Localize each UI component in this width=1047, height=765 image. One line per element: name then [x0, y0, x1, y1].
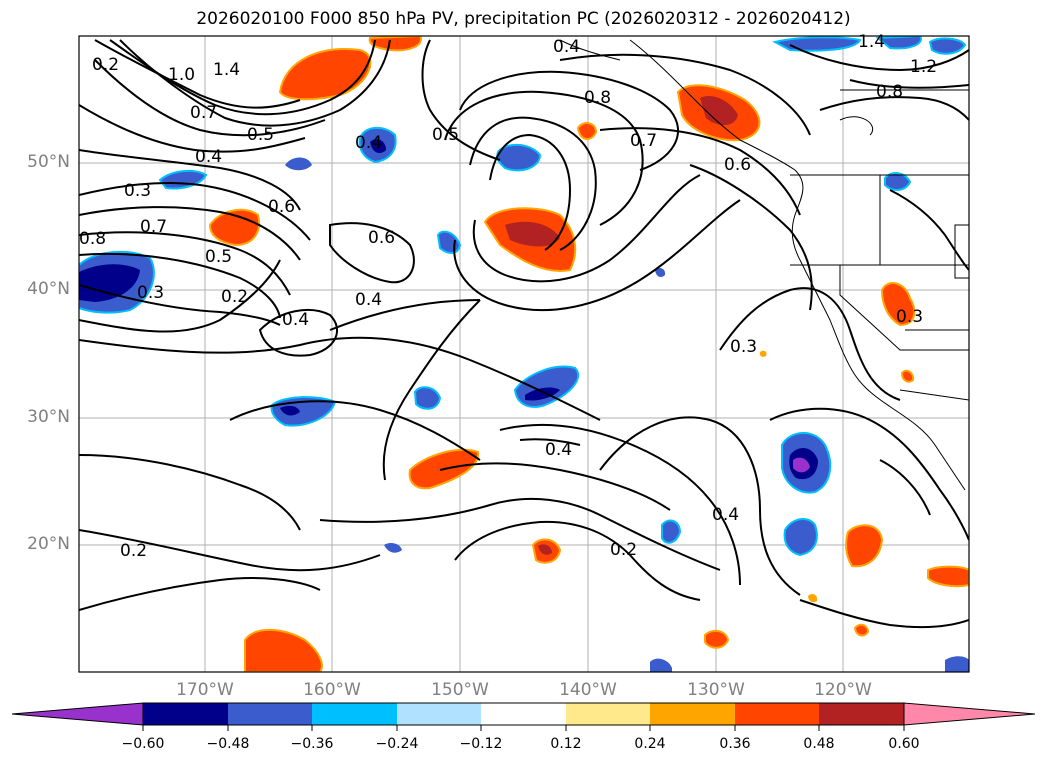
colorbar-tick-label: −0.60: [121, 736, 165, 752]
colorbar-bin: [735, 703, 819, 725]
contour-label: 0.4: [355, 133, 382, 153]
contour-label: 0.2: [120, 541, 147, 561]
contour-label: 0.4: [282, 310, 309, 330]
contour-label: 0.4: [355, 290, 382, 310]
colorbar-extend-max: [903, 702, 1036, 726]
colorbar-tick-label: 0.60: [888, 736, 920, 752]
map-background: [79, 36, 969, 672]
colorbar-bin: [143, 703, 228, 725]
colorbar-tick-label: 0.24: [634, 736, 666, 752]
contour-label: 0.4: [545, 440, 572, 460]
colorbar-extend-min: [11, 702, 144, 726]
contour-label: 0.6: [268, 197, 295, 217]
coastline: [559, 39, 969, 491]
colorbar-bin: [228, 703, 312, 725]
lon-label: 140°W: [559, 680, 617, 700]
contour-label: 0.4: [553, 37, 580, 57]
contour-label: 1.4: [213, 60, 240, 80]
lon-label: 170°W: [176, 680, 234, 700]
contour-label: 0.7: [140, 217, 167, 237]
contour-label: 0.6: [724, 155, 751, 175]
lon-label: 150°W: [431, 680, 489, 700]
contour-label: 1.2: [910, 57, 937, 77]
pv-contours: [79, 39, 969, 629]
contour-label: 0.7: [630, 131, 657, 151]
contour-label: 0.6: [368, 228, 395, 248]
lon-label: 120°W: [814, 680, 872, 700]
contour-label: 0.3: [137, 283, 164, 303]
colorbar-bin: [566, 703, 650, 725]
colorbar-tick-label: −0.12: [459, 736, 503, 752]
contour-label: 0.4: [195, 147, 222, 167]
colorbar-bin: [819, 703, 904, 725]
contour-label: 0.8: [584, 88, 611, 108]
lat-label: 20°N: [27, 534, 70, 554]
contour-label: 0.3: [124, 181, 151, 201]
colorbar-bin: [312, 703, 397, 725]
colorbar-bin: [397, 703, 481, 725]
lat-label: 40°N: [27, 279, 70, 299]
contour-label: 1.0: [168, 65, 195, 85]
lat-label: 30°N: [27, 407, 70, 427]
colorbar-tick-label: −0.48: [206, 736, 250, 752]
colorbar-tick-label: −0.24: [375, 736, 419, 752]
contour-label: 0.5: [247, 125, 274, 145]
contour-labels: 1.4 1.0 0.7 0.5 0.4 0.3 0.2 0.7 0.8 0.5 …: [79, 32, 937, 561]
contour-label: 0.2: [610, 540, 637, 560]
colorbar: [11, 702, 1036, 731]
contour-label: 0.2: [92, 55, 119, 75]
contour-label: 0.3: [896, 307, 923, 327]
contour-label: 0.8: [876, 82, 903, 102]
contour-label: 0.3: [730, 337, 757, 357]
contour-label: 0.2: [221, 287, 248, 307]
lon-label: 130°W: [687, 680, 745, 700]
contour-label: 0.7: [190, 103, 217, 123]
colorbar-tick-label: 0.12: [550, 736, 582, 752]
colorbar-bin: [481, 703, 566, 725]
contour-label: 0.4: [712, 505, 739, 525]
lat-label: 50°N: [27, 152, 70, 172]
colorbar-tick-label: 0.48: [803, 736, 835, 752]
map-frame: [78, 35, 970, 673]
map-title: 2026020100 F000 850 hPa PV, precipitatio…: [196, 9, 851, 29]
lon-label: 160°W: [303, 680, 361, 700]
contour-label: 0.5: [432, 125, 459, 145]
colorbar-tick-label: −0.36: [290, 736, 334, 752]
contour-label: 0.8: [79, 229, 106, 249]
colorbar-bin: [650, 703, 735, 725]
colorbar-tick-label: 0.36: [719, 736, 751, 752]
contour-label: 0.5: [205, 247, 232, 267]
gridlines: [79, 36, 969, 672]
contour-label: 1.4: [858, 32, 885, 52]
